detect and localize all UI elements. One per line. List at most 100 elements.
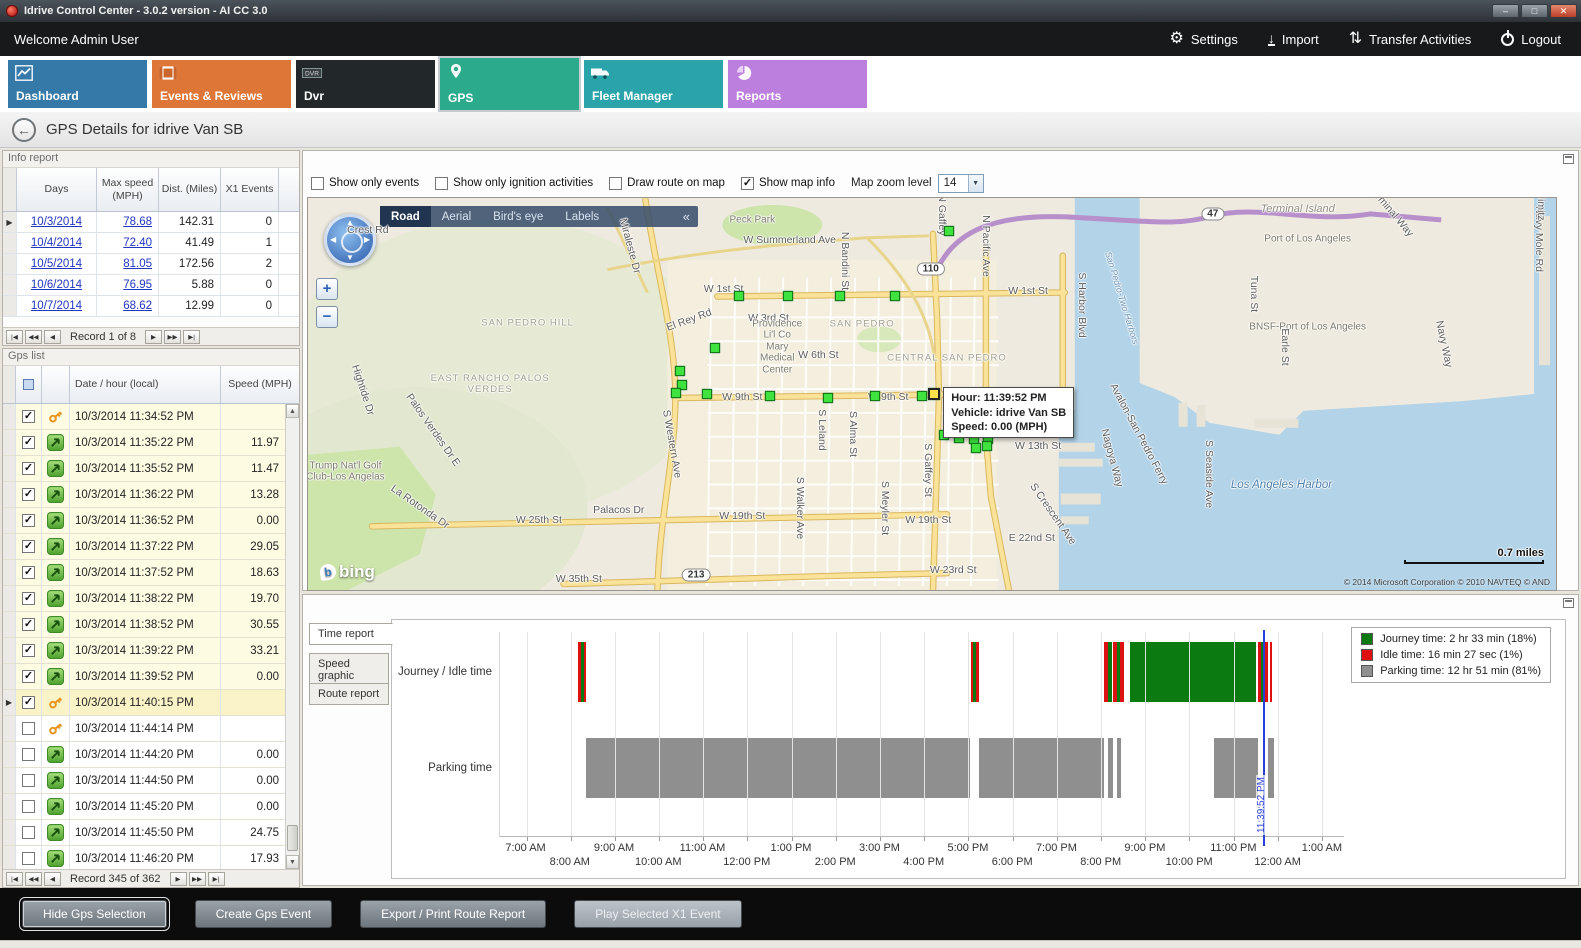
tab-dashboard[interactable]: Dashboard [8, 60, 147, 108]
gps-table-row[interactable]: ✓ 10/3/2014 11:36:52 PM 0.00 [3, 508, 285, 534]
nav-prev-button[interactable]: ◀ [44, 871, 61, 886]
gps-table-row[interactable]: ✓ 10/3/2014 11:35:22 PM 11.97 [3, 430, 285, 456]
date-link[interactable]: 10/7/2014 [17, 296, 97, 316]
transfer-activities-menu-item[interactable]: ⇅ Transfer Activities [1349, 31, 1472, 47]
tab-route-report[interactable]: Route report [309, 683, 389, 705]
select-all-header[interactable] [16, 366, 42, 403]
select-all-icon[interactable] [23, 379, 34, 390]
gps-marker[interactable] [834, 290, 845, 301]
date-link[interactable]: 10/5/2014 [17, 254, 97, 274]
date-link[interactable]: 10/4/2014 [17, 233, 97, 253]
chart-panel-restore-icon[interactable] [1563, 598, 1574, 608]
info-table-row[interactable]: 10/4/2014 72.40 41.49 1 [3, 233, 299, 254]
row-checkbox[interactable]: ✓ [22, 618, 35, 631]
pan-right-icon[interactable]: ▶ [363, 235, 370, 244]
row-checkbox[interactable] [22, 826, 35, 839]
pan-left-icon[interactable]: ◀ [330, 235, 337, 244]
info-table-row[interactable]: 10/6/2014 76.95 5.88 0 [3, 275, 299, 296]
nav-prev-page-button[interactable]: ◀◀ [25, 329, 42, 344]
gps-table-row[interactable]: 10/3/2014 11:45:50 PM 24.75 [3, 820, 285, 846]
nav-last-button[interactable]: ▶| [183, 329, 201, 344]
gps-marker[interactable] [970, 442, 981, 453]
map-zoom-out-button[interactable]: − [316, 306, 338, 328]
nav-last-button[interactable]: ▶| [207, 871, 225, 886]
maximize-button[interactable]: □ [1521, 4, 1548, 18]
row-checkbox[interactable]: ✓ [22, 696, 35, 709]
gps-table-row[interactable]: ✓ 10/3/2014 11:34:52 PM [3, 404, 285, 430]
gps-table-row[interactable]: ✓ 10/3/2014 11:39:52 PM 0.00 [3, 664, 285, 690]
close-button[interactable]: ✕ [1550, 4, 1577, 18]
gps-table-row[interactable]: ✓ 10/3/2014 11:35:52 PM 11.47 [3, 456, 285, 482]
settings-menu-item[interactable]: ⚙ Settings [1170, 31, 1238, 47]
nav-prev-button[interactable]: ◀ [44, 329, 61, 344]
gps-table-row[interactable]: 10/3/2014 11:46:20 PM 17.93 [3, 846, 285, 871]
map-option-show-only-events[interactable]: Show only events [311, 176, 419, 190]
row-checkbox[interactable]: ✓ [22, 462, 35, 475]
gps-table-row[interactable]: ✓ 10/3/2014 11:38:52 PM 30.55 [3, 612, 285, 638]
create-gps-event-button[interactable]: Create Gps Event [194, 900, 333, 928]
map-zoom-in-button[interactable]: + [316, 278, 338, 300]
map-view-birds-eye[interactable]: Bird's eye [493, 210, 544, 223]
map-view-road[interactable]: Road [380, 206, 431, 227]
gps-marker[interactable] [944, 225, 955, 236]
max-speed-link[interactable]: 81.05 [97, 254, 159, 274]
minimize-button[interactable]: – [1492, 4, 1519, 18]
nav-next-page-button[interactable]: ▶▶ [164, 329, 182, 344]
gps-table-row[interactable]: ▶ ✓ 10/3/2014 11:40:15 PM [3, 690, 285, 716]
scroll-down-icon[interactable]: ▼ [286, 855, 299, 869]
back-button[interactable]: ← [12, 117, 36, 142]
checkbox[interactable]: ✓ [740, 176, 754, 190]
scrollbar-thumb[interactable] [287, 825, 298, 851]
gps-marker[interactable] [981, 440, 992, 451]
row-checkbox[interactable] [22, 748, 35, 761]
row-checkbox[interactable]: ✓ [22, 670, 35, 683]
gps-table-row[interactable]: ✓ 10/3/2014 11:38:22 PM 19.70 [3, 586, 285, 612]
map-zoom-select[interactable]: 14 ▼ [937, 173, 984, 193]
checkbox[interactable] [435, 176, 449, 190]
row-checkbox[interactable] [22, 774, 35, 787]
map-option-show-only-ignition-activities[interactable]: Show only ignition activities [435, 176, 593, 190]
gps-table-row[interactable]: 10/3/2014 11:44:14 PM [3, 716, 285, 742]
gps-marker[interactable] [889, 290, 900, 301]
gps-table-row[interactable]: ✓ 10/3/2014 11:39:22 PM 33.21 [3, 638, 285, 664]
max-speed-link[interactable]: 72.40 [97, 233, 159, 253]
map-option-show-map-info[interactable]: ✓ Show map info [740, 176, 835, 190]
row-checkbox[interactable]: ✓ [22, 540, 35, 553]
gps-marker[interactable] [709, 343, 720, 354]
column-max-speed[interactable]: Max speed (MPH) [97, 168, 159, 211]
gps-marker[interactable] [823, 392, 834, 403]
gps-marker[interactable] [674, 366, 685, 377]
gps-table-row[interactable]: ✓ 10/3/2014 11:37:52 PM 18.63 [3, 560, 285, 586]
hide-gps-selection-button[interactable]: Hide Gps Selection [19, 897, 170, 931]
pan-down-icon[interactable]: ▼ [346, 253, 354, 262]
gps-marker[interactable] [869, 390, 880, 401]
tab-speed-graphic[interactable]: Speed graphic [309, 653, 389, 687]
nav-next-page-button[interactable]: ▶▶ [188, 871, 206, 886]
column-speed[interactable]: Speed (MPH) [228, 378, 292, 391]
date-link[interactable]: 10/6/2014 [17, 275, 97, 295]
column-x1-events[interactable]: X1 Events [221, 168, 279, 211]
info-table-row[interactable]: 10/5/2014 81.05 172.56 2 [3, 254, 299, 275]
tab-gps[interactable]: GPS [440, 58, 579, 110]
row-checkbox[interactable]: ✓ [22, 644, 35, 657]
row-checkbox[interactable]: ✓ [22, 436, 35, 449]
max-speed-link[interactable]: 76.95 [97, 275, 159, 295]
nav-next-button[interactable]: ▶ [169, 871, 187, 886]
row-checkbox[interactable] [22, 800, 35, 813]
tab-time-report[interactable]: Time report [309, 623, 393, 645]
column-dist[interactable]: Dist. (Miles) [159, 168, 221, 211]
map-option-draw-route-on-map[interactable]: Draw route on map [609, 176, 725, 190]
map-view-labels[interactable]: Labels [565, 210, 600, 223]
gps-table-row[interactable]: ✓ 10/3/2014 11:37:22 PM 29.05 [3, 534, 285, 560]
info-table-row[interactable]: 10/7/2014 68.62 12.99 0 [3, 296, 299, 317]
date-link[interactable]: 10/3/2014 [17, 212, 97, 232]
checkbox[interactable] [609, 176, 623, 190]
row-checkbox[interactable]: ✓ [22, 592, 35, 605]
gps-marker[interactable] [677, 379, 688, 390]
gps-marker-selected[interactable] [928, 388, 941, 400]
nav-first-button[interactable]: |◀ [6, 329, 23, 344]
gps-marker[interactable] [764, 390, 775, 401]
logout-menu-item[interactable]: Logout [1501, 29, 1561, 47]
tab-dvr[interactable]: DVR Dvr [296, 60, 435, 108]
row-checkbox[interactable]: ✓ [22, 410, 35, 423]
